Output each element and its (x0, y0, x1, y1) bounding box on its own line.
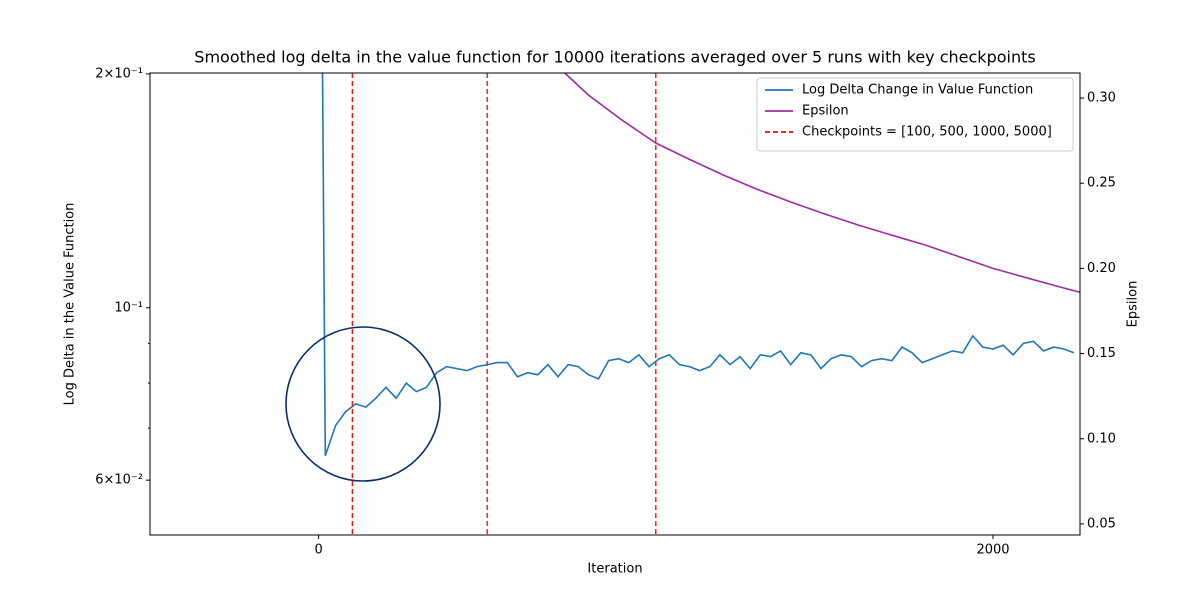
plot-area (321, 73, 1080, 535)
plot-frame (149, 72, 1081, 536)
legend-label: Checkpoints = [100, 500, 1000, 5000] (802, 125, 1052, 140)
y2-tick-label: 0.20 (1087, 261, 1116, 276)
x-tick-label: 2000 (976, 543, 1009, 558)
legend: Log Delta Change in Value Function Epsilo… (756, 77, 1074, 152)
legend-label: Log Delta Change in Value Function (802, 83, 1033, 98)
y2-tick-label: 0.10 (1087, 431, 1116, 446)
y2-tick-label: 0.15 (1087, 346, 1116, 361)
x-tick-label: 0 (314, 543, 322, 558)
y-tick-label: 10⁻¹ (114, 300, 143, 315)
legend-box (756, 77, 1074, 152)
y2-tick-label: 0.30 (1087, 91, 1116, 106)
legend-label: Epsilon (802, 104, 849, 119)
y-axis-label: Log Delta in the Value Function (63, 203, 78, 406)
x-axis-label: Iteration (587, 562, 642, 577)
y2-tick-label: 0.25 (1087, 176, 1116, 191)
y-tick-label: 2×10⁻¹ (95, 66, 143, 81)
series-line (564, 73, 1080, 293)
highlight-circle (285, 326, 441, 482)
y2-axis-label: Epsilon (1126, 281, 1141, 328)
series-line (321, 73, 1075, 456)
y2-tick-label: 0.05 (1087, 516, 1116, 531)
y-tick-label: 6×10⁻² (95, 473, 143, 488)
chart-title: Smoothed log delta in the value function… (194, 48, 1035, 67)
